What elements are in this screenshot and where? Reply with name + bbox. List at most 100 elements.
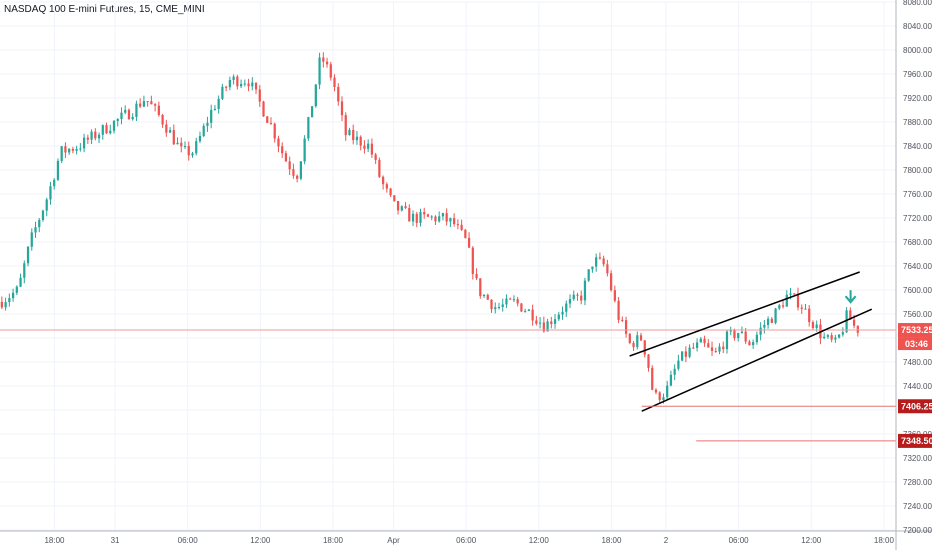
candle-body [527, 309, 531, 311]
candle-body [430, 216, 433, 218]
candle-body [538, 322, 542, 324]
candle-body [202, 125, 205, 136]
candle-body [337, 86, 340, 102]
candle-body [0, 302, 3, 308]
x-tick-label: 18:00 [323, 536, 344, 545]
candle-body [131, 116, 134, 120]
candle-body [254, 82, 258, 90]
candle-body [8, 298, 11, 303]
candle-body [688, 347, 691, 357]
candle-body [505, 298, 508, 305]
overlays [0, 271, 896, 442]
candle-body [168, 130, 172, 133]
candle-body [669, 374, 673, 386]
candle-body [639, 335, 643, 341]
candle-body [778, 305, 781, 309]
candle-body [755, 334, 759, 343]
candle-body [845, 310, 848, 333]
candle-body [191, 153, 194, 156]
candle-body [684, 351, 687, 357]
candle-body [303, 138, 306, 162]
candle-body [557, 314, 560, 320]
candle-body [632, 342, 635, 348]
candle-body [400, 206, 403, 211]
candle-body [314, 84, 317, 107]
candle-body [172, 130, 175, 145]
y-tick-label: 7600.00 [903, 286, 932, 295]
candle-body [434, 216, 437, 222]
candle-body [535, 320, 538, 324]
candle-body [834, 337, 837, 340]
candle-body [86, 137, 89, 140]
candles [0, 52, 859, 404]
candle-body [729, 330, 732, 332]
candle-body [763, 324, 766, 328]
candle-body [550, 321, 553, 324]
candle-body [385, 184, 388, 189]
candle-body [651, 367, 654, 390]
y-tick-label: 7680.00 [903, 238, 932, 247]
x-tick-label: 12:00 [529, 536, 550, 545]
candle-body [449, 218, 452, 222]
candle-body [26, 246, 30, 264]
current-price-label: 7533.25 [901, 325, 932, 335]
candle-body [367, 143, 370, 149]
candle-body [251, 82, 254, 87]
candle-body [561, 311, 564, 315]
candle-body [322, 57, 325, 62]
candle-body [239, 83, 243, 87]
channel-line-lower [641, 308, 873, 412]
x-tick-label: 06:00 [456, 536, 477, 545]
candle-body [766, 318, 770, 325]
candle-body [53, 179, 56, 187]
x-tick-label: 12:00 [250, 536, 271, 545]
candle-body [512, 299, 516, 301]
candle-body [479, 278, 482, 296]
candle-body [348, 129, 351, 136]
x-tick-label: 06:00 [729, 536, 750, 545]
y-tick-label: 7840.00 [903, 142, 932, 151]
candle-body [124, 109, 127, 113]
y-tick-label: 7240.00 [903, 502, 932, 511]
candle-body [329, 64, 332, 78]
candle-body [389, 188, 392, 196]
candle-body [94, 131, 97, 139]
candle-body [520, 303, 523, 312]
y-tick-label: 8040.00 [903, 22, 932, 31]
candle-body [576, 294, 579, 296]
candle-body [269, 122, 273, 124]
candle-body [609, 273, 613, 291]
candle-body [82, 137, 86, 149]
candle-body [101, 125, 104, 135]
candle-body [553, 319, 557, 324]
candle-body [617, 300, 620, 320]
candle-body [662, 397, 665, 401]
candle-body [606, 264, 609, 274]
y-tick-label: 7640.00 [903, 262, 932, 271]
candle-body [624, 320, 628, 334]
candle-body [464, 229, 467, 238]
candle-body [587, 269, 590, 281]
candle-body [150, 101, 153, 105]
candle-body [120, 112, 123, 119]
y-tick-label: 7200.00 [903, 526, 932, 535]
candle-body [183, 146, 187, 148]
candle-body [355, 136, 359, 141]
candle-body [75, 148, 78, 151]
y-tick-label: 7920.00 [903, 94, 932, 103]
candle-body [79, 148, 82, 150]
x-tick-label: 18:00 [601, 536, 622, 545]
current-price-tag [898, 323, 932, 338]
candle-body [299, 161, 303, 179]
x-tick-label: 12:00 [801, 536, 822, 545]
candle-body [677, 360, 680, 369]
countdown-label: 03:46 [905, 339, 928, 349]
candle-body [770, 318, 773, 323]
candle-body [613, 290, 616, 301]
candle-body [11, 292, 15, 299]
candle-body [494, 307, 497, 310]
y-tick-label: 7480.00 [903, 358, 932, 367]
candle-body [568, 299, 572, 304]
candle-body [752, 342, 755, 346]
